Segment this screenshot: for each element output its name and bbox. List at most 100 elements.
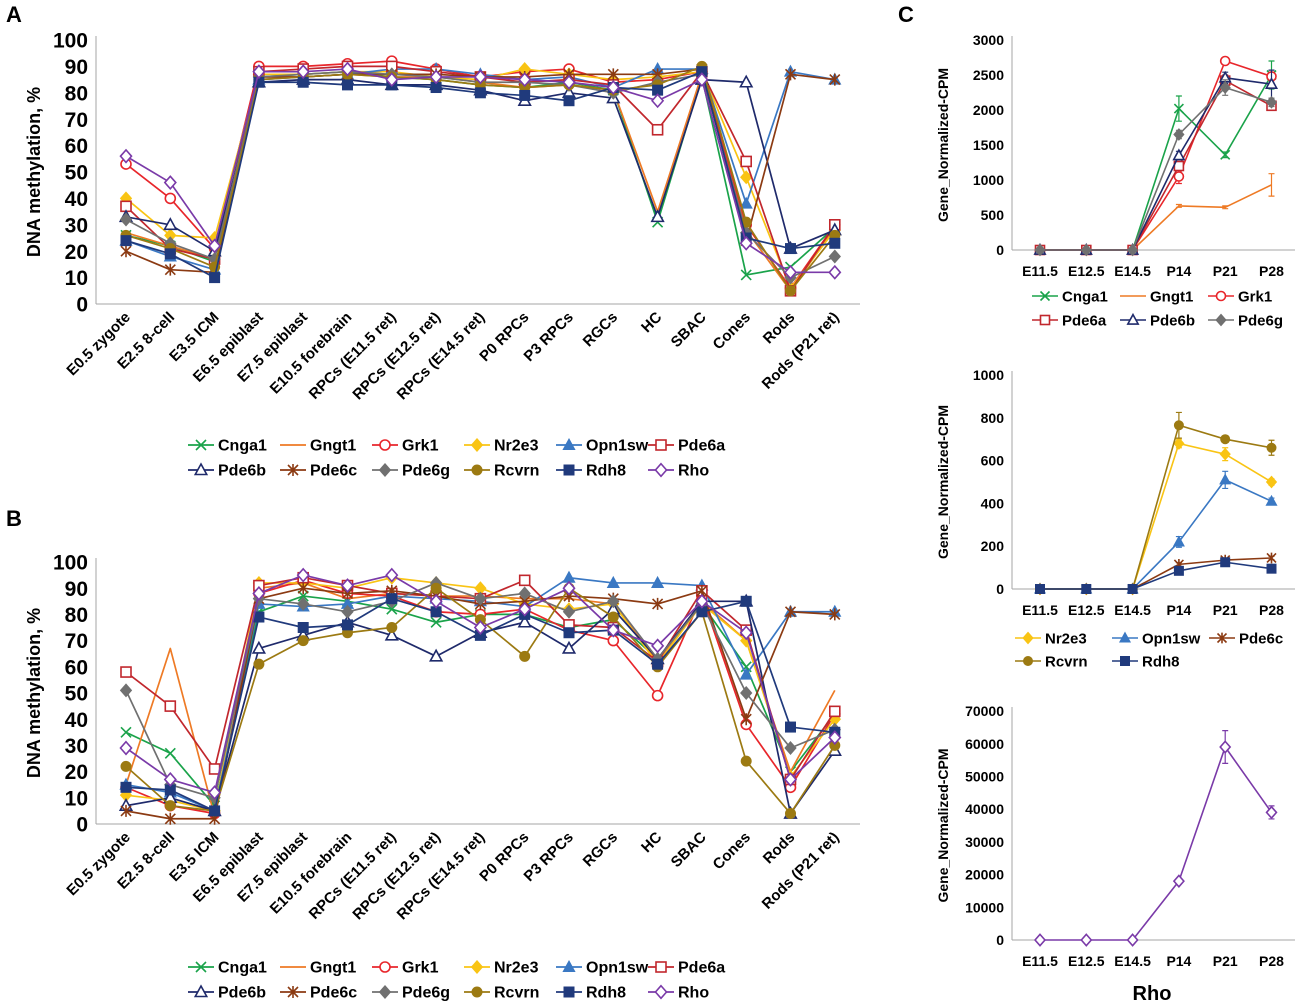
chart-c1-series-pde6g xyxy=(1034,79,1278,257)
chart-c2-y-tick-label: 800 xyxy=(981,410,1005,426)
chart-b-point-pde6g xyxy=(518,586,531,601)
chart-a-y-tick-label: 80 xyxy=(65,82,88,105)
chart-b-legend-item-pde6a: Pde6a xyxy=(648,960,725,977)
chart-c2-legend-label-pde6c: Pde6c xyxy=(1239,631,1283,648)
chart-b-point-rho xyxy=(429,593,443,609)
chart-b-legend-item-opn1sw: Opn1sw xyxy=(556,960,649,977)
chart-c3-y-tick-label: 30000 xyxy=(965,834,1004,850)
chart-b-legend-item-pde6g: Pde6g xyxy=(372,985,450,1002)
chart-a-point-rho xyxy=(562,74,576,90)
chart-b-legend-label-pde6a: Pde6a xyxy=(678,960,725,977)
chart-b-legend-label-pde6c: Pde6c xyxy=(310,985,357,1002)
chart-c2-legend-label-nr2e3: Nr2e3 xyxy=(1045,631,1087,648)
chart-c2-point-rdh8 xyxy=(1173,565,1184,576)
chart-a-point-rdh8 xyxy=(829,237,841,249)
chart-a-legend-item-grk1: Grk1 xyxy=(372,438,439,455)
chart-c1-legend-marker-pde6a xyxy=(1039,314,1051,326)
chart-c1-legend-label-gngt1: Gngt1 xyxy=(1150,289,1193,306)
chart-a-legend-item-opn1sw: Opn1sw xyxy=(556,438,649,455)
chart-c1-legend-item-pde6b: Pde6b xyxy=(1120,313,1195,330)
chart-c2-point-opn1sw xyxy=(1172,535,1185,547)
chart-c1-error-bar-gngt1 xyxy=(1222,205,1229,210)
chart-a-point-cnga1 xyxy=(740,269,752,281)
chart-c2-point-rdh8 xyxy=(1035,584,1045,594)
chart-b-point-pde6b xyxy=(251,640,267,654)
chart-b-x-tick-label: SBAC xyxy=(668,829,710,871)
chart-b-legend-marker-rcvrn xyxy=(471,986,483,998)
chart-c1-y-tick-label: 1500 xyxy=(973,137,1004,153)
chart-b-legend-item-pde6b: Pde6b xyxy=(188,984,266,1002)
chart-a-y-tick-label: 70 xyxy=(65,109,88,132)
chart-a-legend-marker-opn1sw xyxy=(562,437,576,450)
chart-a-point-nr2e3 xyxy=(740,170,753,185)
chart-c2-x-tick-label: E12.5 xyxy=(1068,602,1105,618)
chart-b-point-rcvrn xyxy=(740,755,752,767)
chart-b-legend-label-rcvrn: Rcvrn xyxy=(494,985,539,1002)
chart-b-x-tick-label: RGCs xyxy=(580,829,621,870)
chart-b-point-pde6g xyxy=(341,604,354,619)
chart-c1-x-tick-label: E12.5 xyxy=(1068,263,1105,279)
chart-c2-legend-marker-pde6c xyxy=(1216,632,1228,644)
chart-b-point-rho xyxy=(828,730,842,746)
chart-c2-legend-item-pde6c: Pde6c xyxy=(1209,631,1283,648)
chart-b-point-pde6c xyxy=(740,713,752,726)
chart-c3-x-axis-title: Rho xyxy=(1133,983,1172,1004)
chart-a-point-rdh8 xyxy=(519,89,531,101)
chart-b-point-rho xyxy=(562,580,576,596)
chart-c1-legend-label-pde6b: Pde6b xyxy=(1150,313,1195,330)
chart-a-legend-item-pde6b: Pde6b xyxy=(188,462,266,480)
chart-c1-y-tick-label: 2000 xyxy=(973,102,1004,118)
chart-a-point-pde6b xyxy=(739,74,754,88)
chart-b-point-pde6g xyxy=(607,594,620,609)
chart-b-point-rcvrn xyxy=(120,760,132,772)
chart-a-legend-marker-cnga1 xyxy=(195,439,207,451)
chart-c1-line-pde6g xyxy=(1040,86,1272,251)
chart-c1-x-tick-label: P21 xyxy=(1213,263,1238,279)
chart-panel-c1: 0 500 1000 1500 2000 2500 3000 Gene_Normalized-… xyxy=(935,32,1295,330)
chart-c2-legend-marker-rdh8 xyxy=(1120,656,1130,666)
chart-c3-point-rho xyxy=(1172,874,1185,888)
chart-b-point-pde6a xyxy=(208,763,221,775)
chart-a-x-tick-label: RGCs xyxy=(580,309,621,350)
chart-c1-x-tick-label: P28 xyxy=(1259,263,1284,279)
chart-a-x-tick-label: SBAC xyxy=(668,309,710,351)
chart-c2-line-pde6c xyxy=(1040,557,1272,590)
chart-b-point-rdh8 xyxy=(740,595,752,607)
chart-b-point-pde6c xyxy=(829,608,841,621)
chart-a-x-tick-label: Rods (P21 ret) xyxy=(759,309,843,393)
chart-a-legend-marker-pde6b xyxy=(193,462,209,476)
chart-a-point-rdh8 xyxy=(474,87,486,99)
chart-c2-legend-marker-nr2e3 xyxy=(1022,631,1034,645)
chart-a-legend-marker-pde6c xyxy=(287,464,299,476)
chart-c2-point-rcvrn xyxy=(1220,434,1231,445)
chart-b-point-rho xyxy=(783,771,798,787)
chart-b-legend-marker-pde6c xyxy=(287,986,299,998)
chart-b-y-tick-label: 30 xyxy=(65,735,88,758)
chart-a-point-rho xyxy=(783,264,798,280)
chart-b-point-rcvrn xyxy=(164,800,176,812)
chart-c1-y-tick-label: 3000 xyxy=(973,32,1004,48)
chart-c1-legend-item-grk1: Grk1 xyxy=(1208,289,1272,306)
chart-b-y-axis-title: DNA methylation, % xyxy=(24,608,44,778)
chart-c2-series-opn1sw xyxy=(1033,470,1278,594)
chart-b-point-pde6g xyxy=(562,604,576,619)
chart-b-point-pde6g xyxy=(784,741,797,756)
chart-c1-point-grk1 xyxy=(1219,55,1231,67)
chart-a-legend-marker-rdh8 xyxy=(563,464,575,476)
chart-c2-y-tick-label: 400 xyxy=(981,495,1005,511)
chart-c1-legend-label-pde6a: Pde6a xyxy=(1062,313,1107,330)
chart-c1-point-pde6g xyxy=(1080,243,1092,257)
chart-b-point-opn1sw xyxy=(739,667,753,680)
chart-a-legend-marker-grk1 xyxy=(379,439,391,451)
chart-c1-legend-label-cnga1: Cnga1 xyxy=(1062,289,1108,306)
chart-b-point-cnga1 xyxy=(430,616,442,628)
chart-a-point-pde6g xyxy=(828,249,841,264)
chart-b-point-rho xyxy=(651,638,665,654)
chart-a-legend-item-rcvrn: Rcvrn xyxy=(464,463,539,480)
chart-a-point-rdh8 xyxy=(563,95,575,107)
chart-c1-x-tick-label: E11.5 xyxy=(1022,263,1058,279)
chart-a-x-tick-label: P3 RPCs xyxy=(521,309,577,365)
chart-a-point-rdh8 xyxy=(785,243,796,255)
chart-panel-b: 0 10 20 30 40 50 60 70 80 90 100 DNA methylation, %… xyxy=(24,552,860,1002)
chart-c1-series-grk1 xyxy=(1034,55,1277,256)
